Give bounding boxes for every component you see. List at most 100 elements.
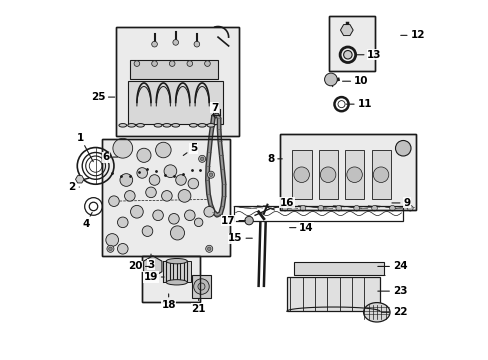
Circle shape [188, 178, 198, 189]
Circle shape [194, 218, 203, 226]
Circle shape [120, 174, 132, 186]
Bar [318, 150, 337, 199]
Ellipse shape [136, 123, 144, 127]
Text: 19: 19 [143, 272, 164, 282]
Text: 1: 1 [77, 133, 93, 162]
Circle shape [151, 61, 157, 66]
Text: 9: 9 [391, 198, 409, 208]
Text: 12: 12 [400, 30, 424, 40]
Text: 11: 11 [346, 99, 371, 109]
Circle shape [372, 167, 388, 183]
Circle shape [151, 41, 157, 47]
Bar [293, 262, 383, 275]
Text: 21: 21 [191, 299, 205, 314]
Circle shape [198, 155, 205, 162]
Bar [286, 277, 380, 311]
Text: 22: 22 [381, 307, 407, 317]
Circle shape [407, 206, 412, 211]
Circle shape [105, 153, 109, 157]
Circle shape [178, 189, 190, 202]
Bar [116, 27, 239, 136]
Text: 3: 3 [147, 254, 154, 270]
Circle shape [113, 138, 132, 158]
Ellipse shape [154, 123, 162, 127]
Bar [345, 150, 364, 199]
Bar [279, 134, 415, 210]
Text: 20: 20 [127, 261, 150, 271]
Circle shape [169, 61, 175, 66]
Text: 8: 8 [266, 154, 282, 164]
Circle shape [173, 40, 178, 45]
Text: 10: 10 [342, 76, 367, 86]
Ellipse shape [363, 303, 389, 322]
Text: 25: 25 [90, 92, 115, 102]
Circle shape [164, 165, 176, 177]
Circle shape [161, 190, 172, 201]
Bar [142, 256, 200, 302]
Text: 5: 5 [183, 143, 197, 156]
Text: 23: 23 [377, 286, 407, 296]
Text: 16: 16 [271, 198, 294, 209]
Circle shape [346, 167, 362, 183]
Bar [116, 27, 239, 136]
Bar [102, 139, 230, 256]
Text: 17: 17 [221, 216, 245, 226]
Text: 13: 13 [356, 50, 381, 60]
Bar [102, 139, 230, 256]
Circle shape [343, 50, 351, 59]
Circle shape [203, 207, 214, 217]
Circle shape [300, 206, 305, 211]
Ellipse shape [189, 123, 197, 127]
Bar [142, 256, 200, 302]
Bar [279, 134, 415, 210]
Circle shape [209, 173, 212, 176]
Ellipse shape [163, 123, 170, 127]
Ellipse shape [166, 258, 187, 264]
Circle shape [155, 142, 171, 158]
Circle shape [282, 206, 287, 211]
Text: 18: 18 [161, 294, 176, 310]
Circle shape [395, 140, 410, 156]
Circle shape [194, 41, 199, 47]
Circle shape [108, 196, 119, 207]
Text: 7: 7 [210, 103, 218, 117]
Text: 15: 15 [228, 233, 252, 243]
Circle shape [137, 148, 151, 162]
Text: 2: 2 [68, 182, 79, 192]
Circle shape [142, 226, 152, 237]
Text: 6: 6 [102, 152, 117, 162]
Circle shape [145, 187, 156, 198]
Ellipse shape [198, 123, 205, 127]
Circle shape [324, 73, 337, 86]
Ellipse shape [166, 280, 187, 285]
Circle shape [168, 213, 179, 224]
Bar [191, 275, 210, 298]
Circle shape [371, 206, 377, 211]
Circle shape [105, 234, 118, 246]
Circle shape [149, 175, 160, 185]
Polygon shape [143, 256, 162, 277]
Circle shape [335, 206, 341, 211]
Circle shape [137, 168, 147, 178]
Circle shape [207, 247, 210, 251]
Circle shape [244, 216, 253, 225]
Bar [163, 261, 190, 282]
Ellipse shape [207, 123, 214, 127]
Bar [130, 60, 218, 80]
Text: 14: 14 [289, 222, 313, 233]
Circle shape [184, 210, 195, 221]
Circle shape [170, 226, 184, 240]
Bar [328, 16, 374, 71]
Circle shape [107, 245, 114, 252]
Circle shape [205, 245, 212, 252]
Circle shape [130, 206, 143, 218]
Ellipse shape [127, 123, 135, 127]
Circle shape [117, 217, 128, 228]
Ellipse shape [171, 123, 179, 127]
Bar [371, 150, 390, 199]
Circle shape [317, 206, 323, 211]
Circle shape [134, 61, 140, 66]
Circle shape [186, 61, 192, 66]
Polygon shape [75, 176, 84, 183]
Circle shape [200, 157, 203, 161]
